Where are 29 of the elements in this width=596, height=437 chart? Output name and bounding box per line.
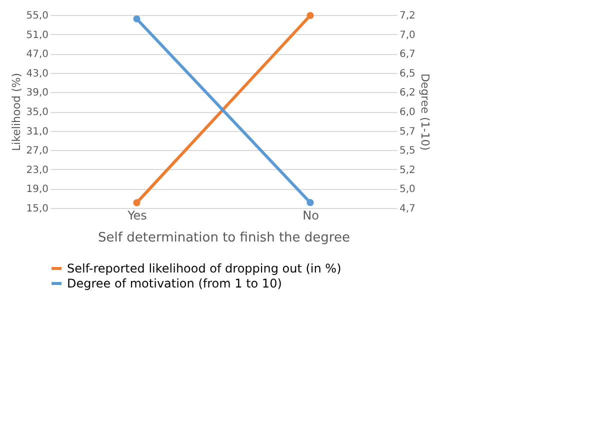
x-axis-title: Self determination to finish the degree [98,230,350,246]
y-axis-title: Likelihood (%) [10,73,24,151]
y-tick-label: 23,0 [26,164,48,176]
x-tick-label: Yes [126,208,147,222]
y-tick-label: 39,0 [26,88,48,99]
y-tick-label: 35,0 [26,107,48,118]
y-tick-label: 15,0 [26,204,48,214]
y2-tick-label: 5,2 [400,164,416,176]
y2-axis-title: Degree (1-10) [418,73,432,151]
y2-tick-label: 6,2 [400,88,416,99]
y-tick-label: 19,0 [26,184,48,196]
y-tick-label: 47,0 [26,49,48,60]
y-tick-label: 51,0 [26,30,48,41]
x-tick-label: No [302,208,319,222]
legend-label: Self-reported likelihood of dropping out (in %) [67,262,342,276]
y2-tick-label: 7,2 [400,10,416,22]
y-tick-label: 27,0 [26,146,48,157]
y2-tick-label: 5,7 [400,126,416,138]
y-tick-label: 31,0 [26,126,48,138]
y2-tick-label: 5,0 [400,184,416,196]
y2-tick-label: 6,7 [400,49,416,60]
legend-label: Degree of motivation (from 1 to 10) [67,276,282,290]
y2-tick-label: 7,0 [400,30,416,41]
y2-tick-label: 4,7 [400,204,416,214]
y2-tick-label: 6,0 [400,107,416,118]
y-tick-label: 55,0 [26,10,48,22]
y2-tick-label: 5,5 [400,146,416,157]
y-tick-label: 43,0 [26,68,48,80]
y2-tick-label: 6,5 [400,68,416,80]
